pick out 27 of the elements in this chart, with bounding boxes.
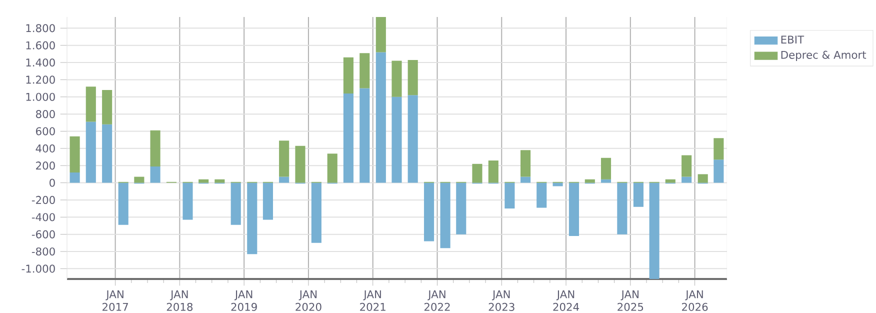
y-tick-label: 1.200: [26, 76, 55, 84]
y-tick-label: 1.800: [26, 24, 55, 32]
y-tick-label: 1.000: [26, 92, 55, 101]
y-tick-label: -1.000: [22, 264, 55, 273]
x-tick-label: JAN 2017: [102, 290, 128, 311]
y-tick-label: 600: [36, 127, 55, 136]
x-tick-label: JAN 2026: [682, 290, 708, 311]
y-tick-label: 800: [36, 110, 55, 118]
y-tick-label: 400: [36, 144, 55, 152]
y-tick-label: -800: [32, 247, 55, 256]
y-tick-label: -200: [32, 196, 55, 204]
x-tick-label: JAN 2021: [360, 290, 386, 311]
y-tick-label: 200: [36, 162, 55, 170]
y-tick-label: -400: [32, 213, 55, 222]
y-tick-label: -600: [32, 230, 55, 238]
x-tick-label: JAN 2025: [618, 290, 644, 311]
legend-label: Deprec & Amort: [781, 50, 866, 61]
y-tick-label: 1.600: [26, 41, 55, 50]
x-tick-label: JAN 2022: [424, 290, 450, 311]
x-tick-label: JAN 2024: [553, 290, 579, 311]
y-tick-label: 0: [50, 178, 55, 187]
x-tick-label: JAN 2020: [296, 290, 322, 311]
x-tick-label: JAN 2018: [166, 290, 193, 311]
legend-label: EBIT: [781, 36, 804, 44]
x-tick-label: JAN 2019: [231, 290, 257, 311]
x-tick-label: JAN 2023: [488, 290, 514, 311]
y-tick-label: 1.400: [26, 58, 55, 67]
